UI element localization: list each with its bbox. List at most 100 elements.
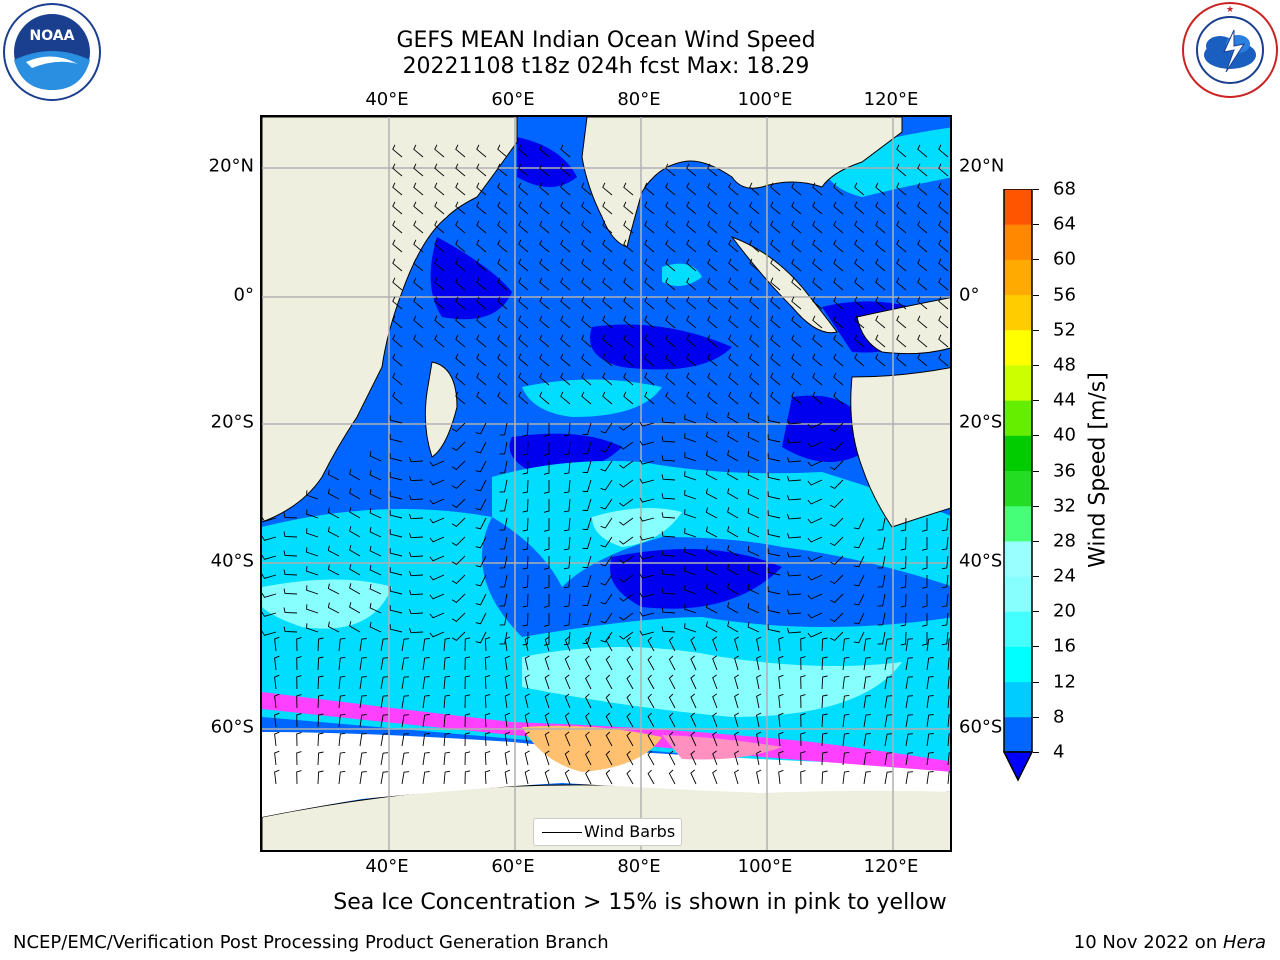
noaa-logo: NOAA [3,3,101,101]
colorbar-tick-label: 60 [1053,248,1076,270]
wind-barb [296,770,302,785]
wind-barb [884,771,893,785]
wind-barb [756,674,762,690]
wind-barb [605,674,613,690]
wind-barb [434,220,445,234]
wind-barb [359,733,367,747]
wind-barb [369,507,382,519]
wind-barb [464,675,471,690]
wind-barb [854,239,865,253]
wind-barb [296,751,302,766]
wind-barb [778,674,784,690]
wind-barb [429,517,445,524]
wind-barb [581,334,592,348]
wind-barb [686,315,697,329]
colorbar-tick-label: 8 [1053,706,1065,728]
wind-barb [464,694,471,709]
wind-barb [464,751,471,766]
wind-barb [408,608,424,615]
wind-barb [791,258,802,272]
wind-barb [644,258,655,272]
wind-barb [600,517,613,529]
wind-barb [327,469,340,481]
wind-barb [476,163,487,177]
wind-barb [684,604,697,614]
wind-barb [747,584,760,595]
wind-barb [389,491,403,500]
wind-barb [476,220,487,234]
wind-barb [786,609,802,615]
wind-barb [408,513,424,520]
wind-barb [283,550,298,557]
wind-barb [661,436,676,443]
wind-barb [686,391,697,405]
wind-barb [262,516,277,522]
wind-barb [434,296,445,310]
wind-barb [875,315,886,329]
wind-barb [455,163,466,177]
wind-barb [707,334,718,348]
lat-tick-right-20n: 20°N [959,155,1005,177]
wind-barb [854,277,865,291]
wind-barb [938,220,949,234]
wind-barb [791,296,802,310]
wind-barb [564,655,571,671]
wind-barb [389,472,403,481]
wind-barb [317,637,324,652]
wind-barb [727,450,739,462]
wind-barb [644,201,655,215]
wind-barb [327,507,340,519]
wind-barb [455,391,466,405]
colorbar-tick-mark [1033,329,1039,331]
wind-barb [727,621,739,633]
wind-barb [392,144,403,158]
wind-barb [626,750,634,766]
wind-barb [863,695,871,709]
wind-barb [712,769,718,785]
wind-barb [639,421,655,427]
wind-barb [602,391,613,405]
wind-barb [429,631,445,638]
wind-barb [786,457,802,463]
wind-barb [582,574,592,587]
wind-barb [338,713,346,728]
wind-barb [619,631,634,640]
wind-barb [786,533,802,539]
wind-barb [392,182,403,196]
wind-barb [941,555,949,570]
wind-barb [938,315,949,329]
wind-barb [317,694,324,709]
wind-barb [581,239,592,253]
wind-barb [600,574,613,586]
wind-barb [600,536,613,548]
wind-barb [560,182,571,196]
wind-barb [896,144,907,158]
wind-barb [484,655,491,671]
wind-barb [684,490,697,500]
wind-barb [475,422,487,435]
wind-barb [524,750,530,766]
wind-barb [497,296,508,310]
colorbar-tick-label: 36 [1053,460,1076,481]
wind-barb [582,517,592,530]
wind-barb [926,771,934,785]
wind-barb [600,555,613,567]
colorbar-tick-mark [1033,681,1039,683]
wind-barb [821,751,828,766]
chart-subtitle: 20221108 t18z 024h fcst Max: 18.29 [402,54,810,79]
wind-barb [451,593,466,603]
wind-barb [938,296,949,310]
wind-barb [938,334,949,348]
colorbar-tick-label: 20 [1053,600,1076,622]
lat-tick-right-40s: 40°S [959,550,1003,572]
wind-barb [917,277,928,291]
wind-barb [484,674,491,690]
wind-barb [770,391,781,405]
wind-barb [727,583,739,595]
wind-barb [665,391,676,405]
wind-barb [349,621,361,633]
lat-tick-left-20s: 20°S [210,411,254,433]
wind-barb [705,621,718,633]
wind-barb [429,574,445,581]
wind-barb [497,334,508,348]
